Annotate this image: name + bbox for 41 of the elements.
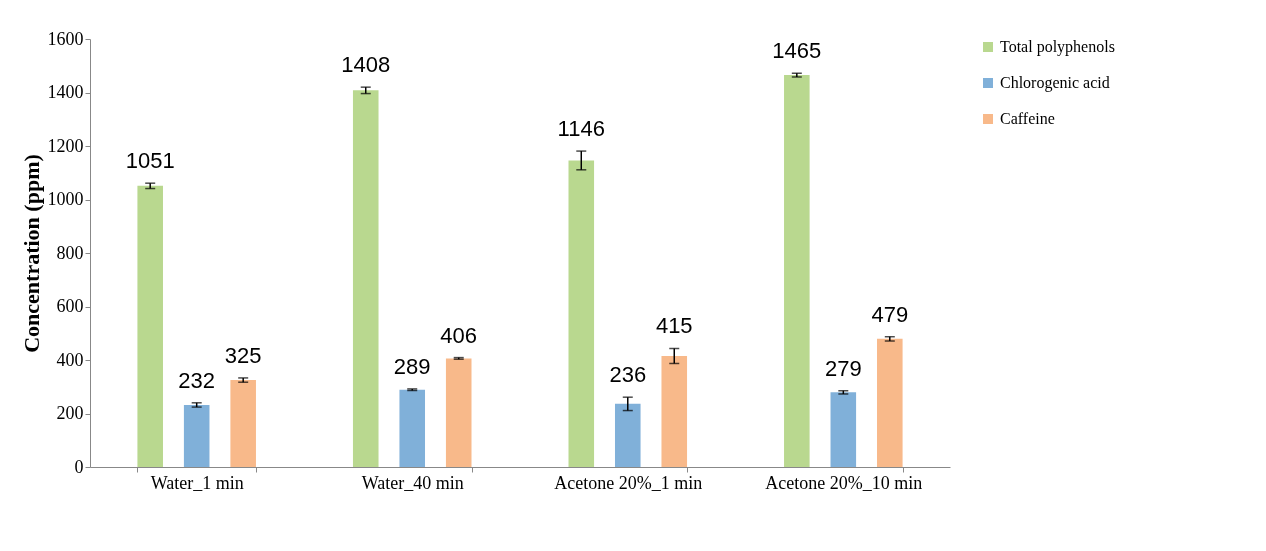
bar [614, 403, 641, 467]
bar [230, 380, 256, 467]
y-tick-label: 1400 [47, 82, 84, 102]
x-tick-label: Water_1 min [150, 472, 244, 493]
y-tick-label: 200 [56, 403, 84, 423]
data-label: 1465 [772, 38, 822, 64]
bar [830, 392, 857, 467]
x-tick-label: Acetone 20%_1 min [554, 472, 703, 493]
bar [183, 404, 210, 467]
data-label: 279 [824, 355, 862, 381]
data-label: 406 [440, 322, 478, 348]
bar [352, 90, 379, 467]
data-label: 289 [393, 353, 431, 379]
data-label: 232 [178, 367, 216, 393]
data-label: 479 [871, 301, 909, 327]
legend-label: Total polyphenols [1000, 38, 1115, 56]
x-tick-label: Water_40 min [361, 472, 464, 493]
y-tick-label: 600 [56, 296, 84, 316]
bar [568, 160, 595, 467]
data-label: 1146 [557, 116, 605, 142]
bar [877, 338, 903, 467]
bar [661, 355, 688, 467]
y-tick-label: 800 [56, 242, 84, 263]
bar [445, 358, 472, 467]
bar [784, 75, 810, 467]
legend-label: Caffeine [1000, 110, 1055, 127]
data-label: 236 [609, 362, 647, 388]
data-label: 325 [224, 342, 262, 368]
legend-label: Chlorogenic acid [1000, 74, 1110, 92]
y-tick-label: 0 [74, 456, 84, 477]
y-axis-title: Concentration (ppm) [18, 154, 44, 353]
y-tick-label: 1200 [47, 135, 84, 156]
y-tick-label: 400 [56, 349, 84, 370]
bar [399, 389, 426, 467]
data-label: 1051 [125, 148, 175, 174]
data-label: 1408 [341, 52, 391, 78]
y-tick-label: 1600 [47, 28, 84, 49]
data-label: 415 [655, 313, 693, 339]
bar [137, 185, 163, 467]
y-tick-label: 1000 [47, 189, 84, 209]
x-tick-label: Acetone 20%_10 min [765, 472, 923, 493]
